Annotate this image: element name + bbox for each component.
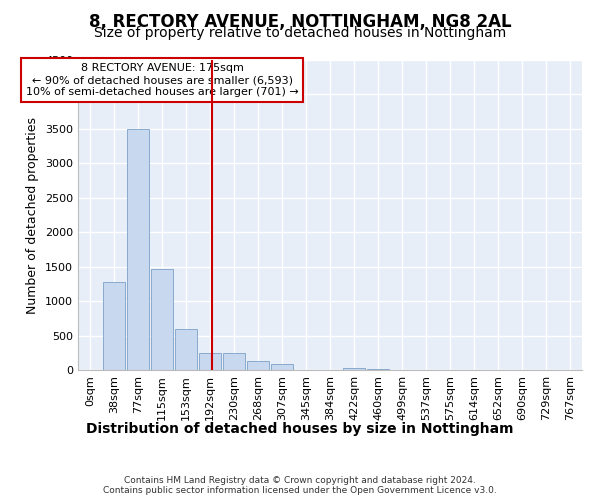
Bar: [175, 330, 197, 370]
Bar: [223, 353, 245, 370]
Bar: [103, 282, 125, 370]
Text: 8 RECTORY AVENUE: 175sqm
← 90% of detached houses are smaller (6,593)
10% of sem: 8 RECTORY AVENUE: 175sqm ← 90% of detach…: [26, 64, 298, 96]
Text: 8, RECTORY AVENUE, NOTTINGHAM, NG8 2AL: 8, RECTORY AVENUE, NOTTINGHAM, NG8 2AL: [89, 12, 511, 30]
Bar: [247, 360, 269, 370]
Text: Contains HM Land Registry data © Crown copyright and database right 2024.
Contai: Contains HM Land Registry data © Crown c…: [103, 476, 497, 495]
Y-axis label: Number of detached properties: Number of detached properties: [26, 116, 40, 314]
Text: Size of property relative to detached houses in Nottingham: Size of property relative to detached ho…: [94, 26, 506, 40]
Bar: [151, 268, 173, 370]
Bar: [199, 353, 221, 370]
Bar: [367, 368, 389, 370]
Bar: [127, 129, 149, 370]
Bar: [271, 364, 293, 370]
Text: Distribution of detached houses by size in Nottingham: Distribution of detached houses by size …: [86, 422, 514, 436]
Bar: [343, 368, 365, 370]
